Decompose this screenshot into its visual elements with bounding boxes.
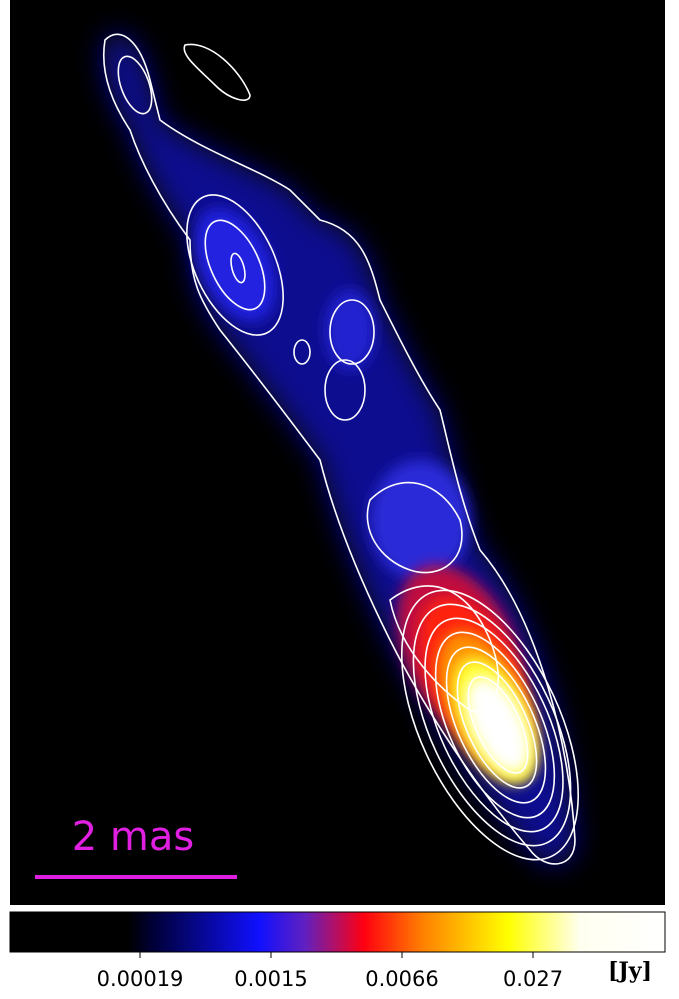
colorbar-ticks: 0.00019 0.0015 0.0066 0.027 xyxy=(97,952,563,991)
jet-image xyxy=(102,33,580,865)
colorbar-unit: [Jy] xyxy=(608,958,652,984)
separator xyxy=(10,906,665,909)
tick-label: 0.0066 xyxy=(365,967,438,991)
tick-label: 0.0015 xyxy=(234,967,307,991)
scale-bar-label: 2 mas xyxy=(72,814,194,860)
colorbar xyxy=(9,911,666,953)
tick-label: 0.027 xyxy=(503,967,563,991)
tick-label: 0.00019 xyxy=(97,967,184,991)
scale-bar: 2 mas xyxy=(35,814,237,879)
